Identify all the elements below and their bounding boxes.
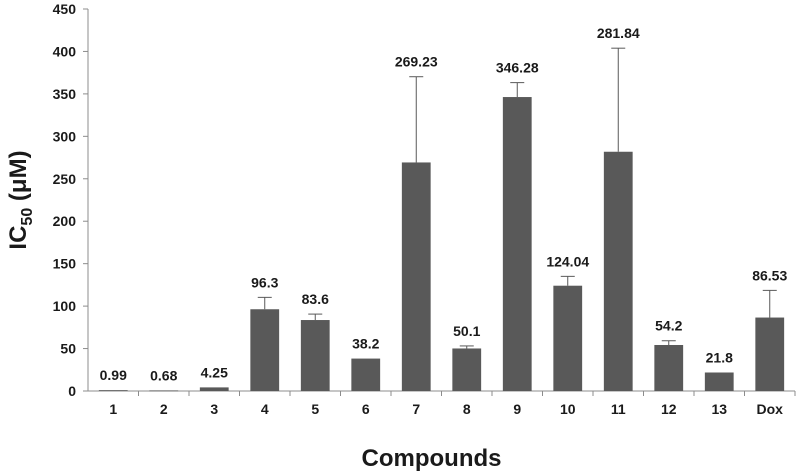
x-tick-label: 1 [109,401,117,417]
y-tick-label: 350 [53,86,77,102]
y-tick-label: 50 [60,341,76,357]
x-tick-label: 6 [362,401,370,417]
data-label: 21.8 [706,349,733,365]
bar [502,97,532,391]
bar [401,162,431,391]
x-tick-label: Dox [757,401,784,417]
y-tick-label: 400 [53,43,77,59]
bar [452,348,482,391]
x-tick-label: 5 [311,401,319,417]
y-axis-title-subscript: 50 [19,208,36,226]
bar [300,320,330,391]
data-label: 86.53 [752,267,787,283]
bar [98,390,128,391]
x-tick-label: 10 [560,401,576,417]
x-tick-label: 12 [661,401,677,417]
data-label: 50.1 [453,323,480,339]
data-label: 281.84 [597,25,640,41]
data-label: 269.23 [395,54,438,70]
data-label: 0.68 [150,367,177,383]
bar [654,344,684,391]
y-tick-label: 150 [53,256,77,272]
x-axis-title: Compounds [362,445,502,472]
data-label: 0.99 [100,367,127,383]
bar [199,387,229,391]
data-label: 83.6 [302,291,329,307]
bar [704,372,734,391]
bar [553,285,583,391]
data-label: 124.04 [546,253,589,269]
bar [149,390,179,392]
y-tick-label: 250 [53,171,77,187]
y-tick-label: 450 [53,1,77,17]
y-axis-title: IC50 (μM) [5,150,36,249]
y-axis-title-main: IC [5,226,32,250]
data-label: 38.2 [352,336,379,352]
x-tick-label: 3 [210,401,218,417]
y-tick-label: 100 [53,298,77,314]
x-tick-label: 2 [160,401,168,417]
x-tick-label: 11 [611,401,626,417]
y-axis-title-unit: (μM) [5,150,32,207]
bar [603,151,633,391]
bar [351,358,381,391]
bar [755,317,785,391]
x-tick-label: 9 [513,401,521,417]
y-tick-label: 0 [68,383,76,399]
x-tick-label: 8 [463,401,471,417]
x-tick-label: 7 [412,401,420,417]
bar [250,309,280,391]
data-label: 346.28 [496,60,539,76]
data-label: 4.25 [201,364,228,380]
x-tick-label: 13 [711,401,727,417]
x-tick-label: 4 [261,401,269,417]
y-tick-label: 300 [53,128,77,144]
y-tick-label: 200 [53,213,77,229]
data-label: 96.3 [251,274,278,290]
data-label: 54.2 [655,318,682,334]
